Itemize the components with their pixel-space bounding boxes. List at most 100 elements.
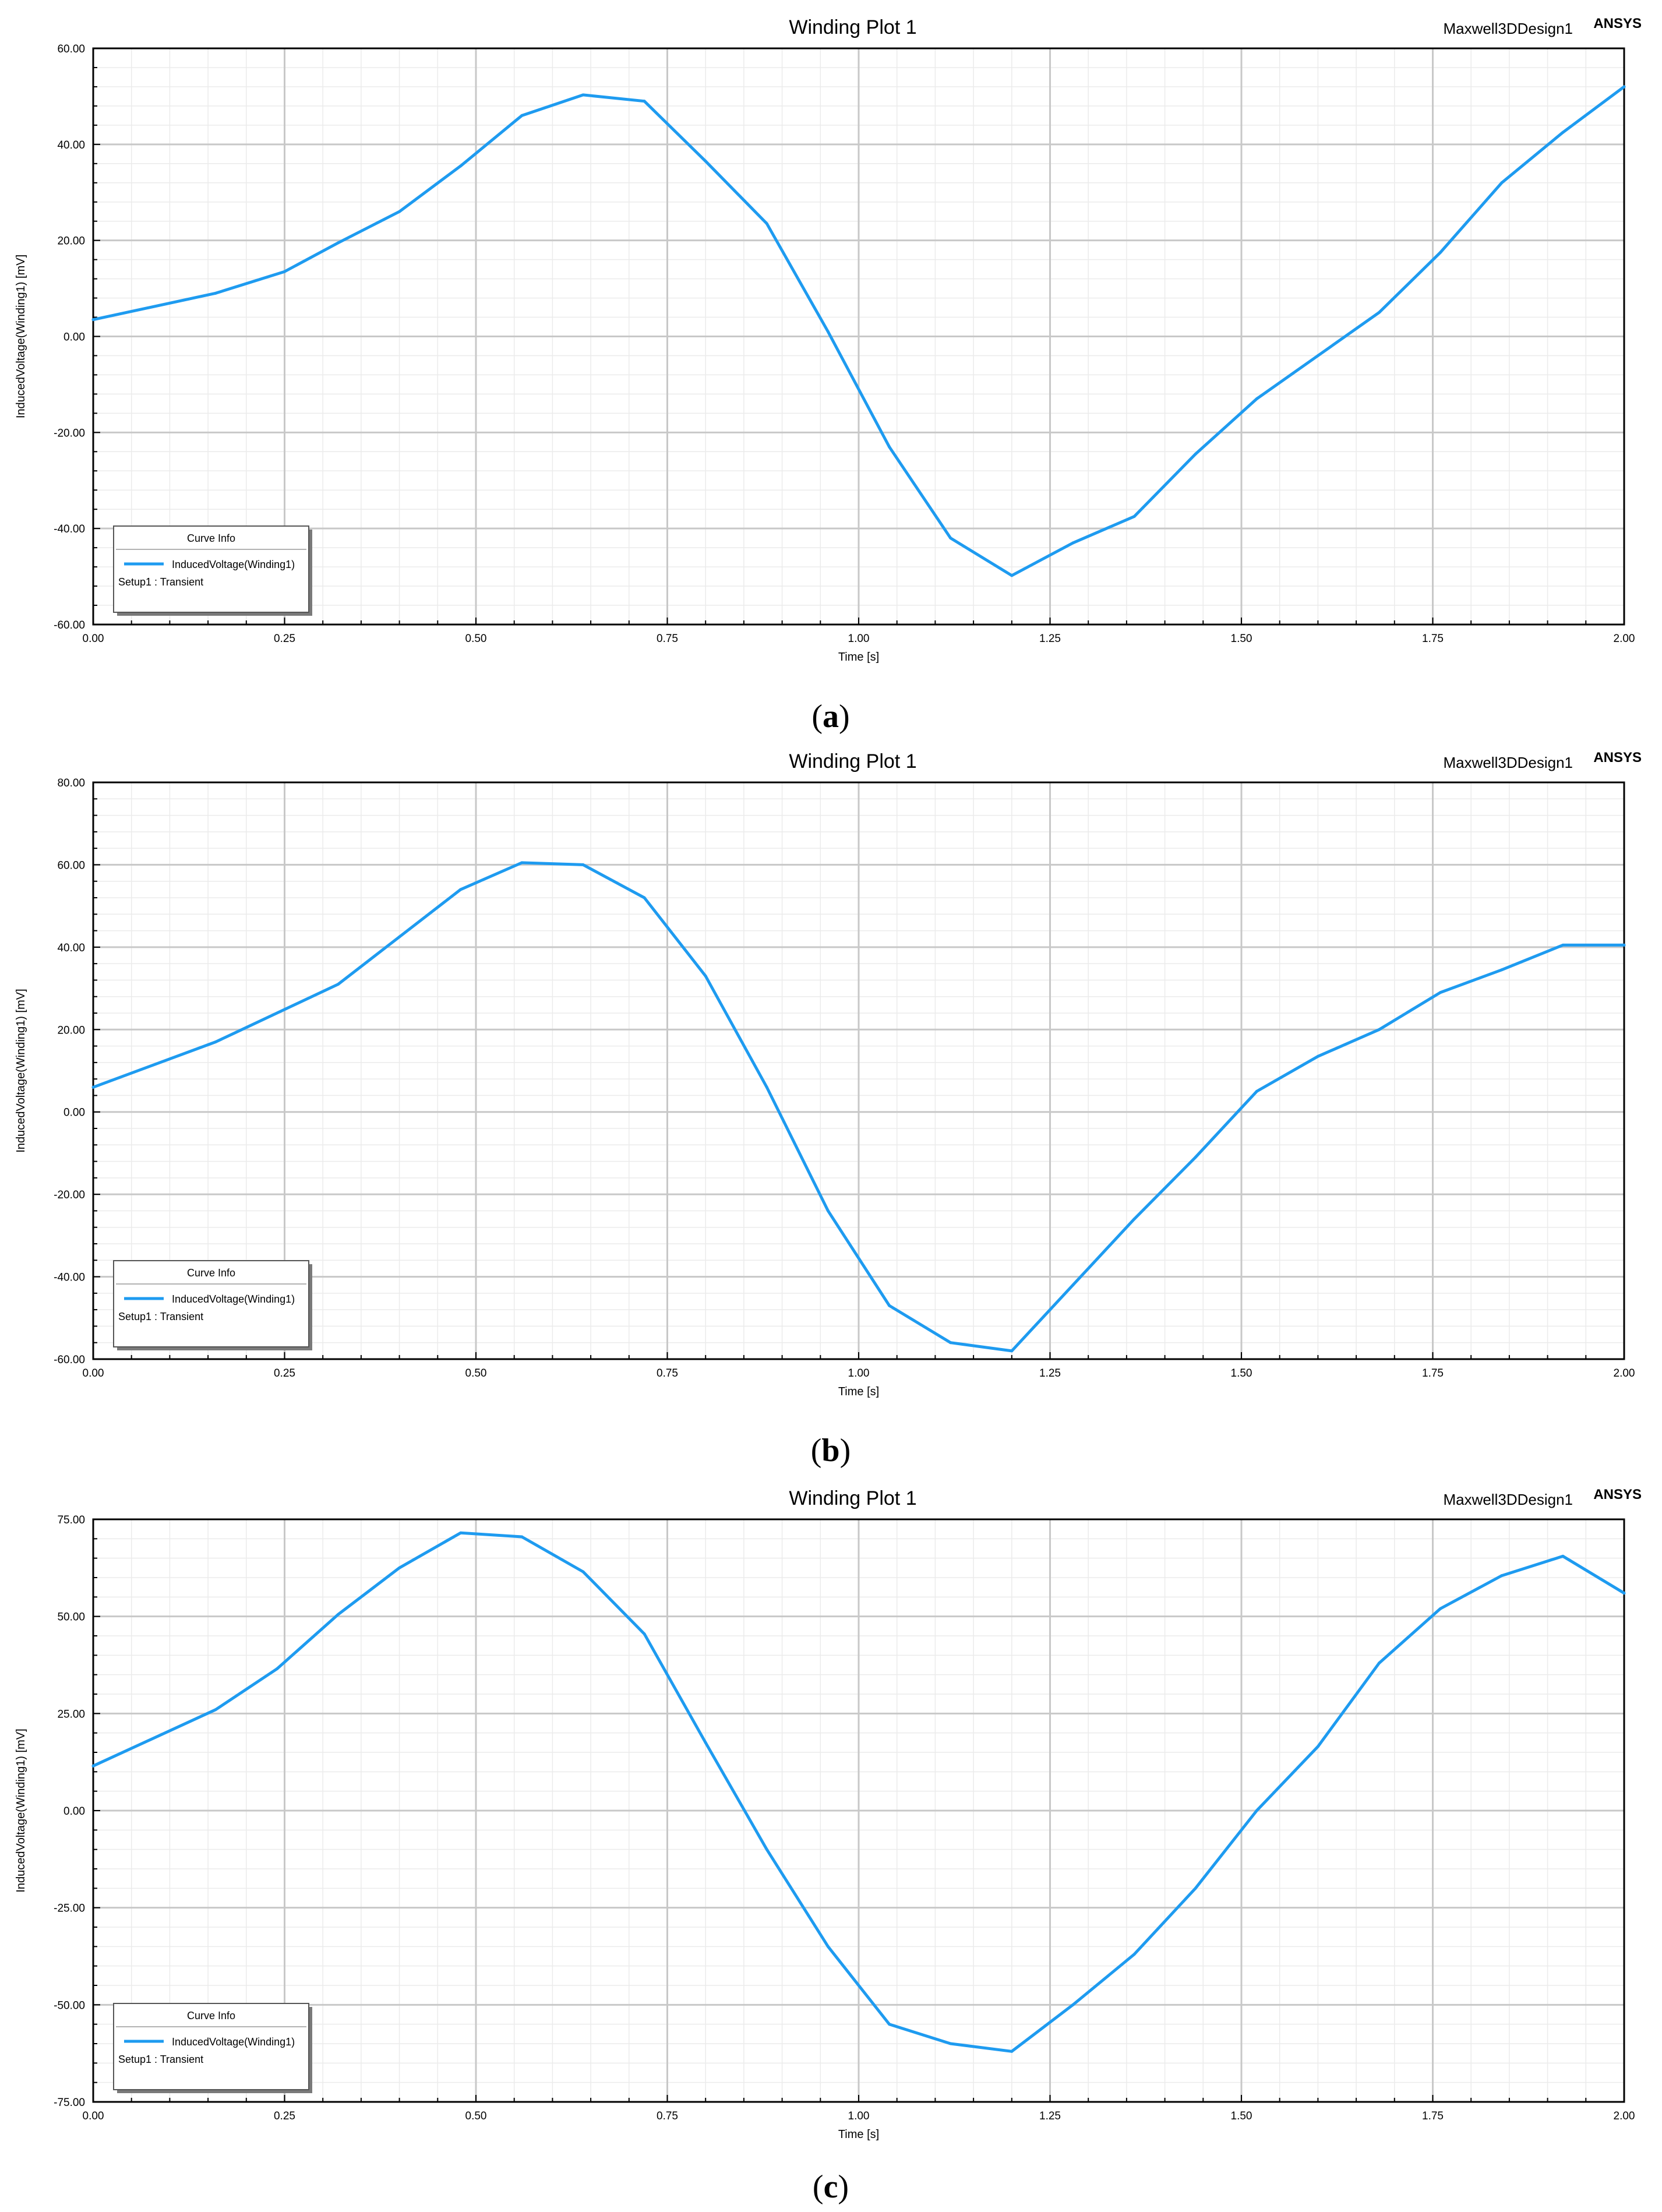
data-point — [214, 1708, 217, 1712]
data-point — [1500, 968, 1504, 972]
y-tick-label: 0.00 — [63, 1107, 85, 1119]
x-tick-label: 1.00 — [848, 2110, 870, 2122]
data-point — [949, 2042, 952, 2045]
data-point — [1255, 397, 1258, 401]
data-point — [459, 164, 463, 168]
data-point — [1316, 354, 1319, 357]
data-point — [91, 1764, 95, 1768]
brand-label: ANSYS — [1593, 750, 1642, 765]
data-point — [1132, 1953, 1136, 1956]
legend-entry: InducedVoltage(Winding1) — [172, 559, 295, 570]
series-points — [91, 85, 1626, 577]
x-tick-label: 1.50 — [1231, 633, 1252, 645]
data-point — [581, 863, 585, 866]
data-point — [275, 1667, 278, 1671]
caption-open: ( — [811, 1433, 822, 1469]
x-tick-label: 0.50 — [465, 633, 487, 645]
x-tick-label: 1.75 — [1422, 633, 1444, 645]
brand-label: ANSYS — [1593, 16, 1642, 31]
tick-marks — [93, 782, 1625, 1360]
chart-title: Winding Plot 1 — [789, 16, 916, 38]
data-point — [1071, 1283, 1075, 1287]
data-point — [765, 222, 768, 225]
data-point — [1255, 1809, 1258, 1812]
data-point — [949, 1341, 952, 1345]
data-point — [336, 1613, 340, 1616]
x-tick-label: 0.75 — [657, 633, 678, 645]
data-point — [888, 1304, 891, 1307]
caption-close: ) — [839, 698, 850, 735]
x-tick-label: 1.25 — [1039, 2110, 1061, 2122]
caption-letter: b — [821, 1433, 839, 1469]
y-tick-label: 60.00 — [57, 859, 85, 872]
data-point — [826, 1209, 830, 1212]
y-tick-label: 60.00 — [57, 43, 85, 55]
data-point — [826, 1945, 830, 1948]
data-point — [1255, 1089, 1258, 1093]
data-point — [581, 1570, 585, 1574]
legend[interactable]: Curve Info InducedVoltage(Winding1) Setup1… — [113, 525, 312, 616]
data-point — [1010, 2049, 1014, 2053]
tick-marks — [93, 48, 1625, 625]
y-tick-label: -40.00 — [54, 523, 85, 535]
data-point — [888, 445, 891, 449]
data-point — [1010, 1349, 1014, 1353]
legend-box — [113, 2003, 309, 2090]
chart-panel-b: 0.00 0.25 0.50 0.75 1.00 1.25 1.50 1.75 2.00 -60.… — [15, 750, 1642, 1469]
x-tick-label: 0.50 — [465, 2110, 487, 2122]
data-point — [704, 160, 707, 163]
data-point — [1622, 943, 1626, 947]
data-point — [1132, 515, 1136, 518]
data-point — [949, 537, 952, 540]
series-line — [91, 861, 1626, 1353]
panel-caption: (c) — [813, 2169, 849, 2205]
data-point — [1439, 1607, 1442, 1610]
x-axis-label: Time [s] — [838, 1385, 879, 1398]
chart-panel-c: 0.00 0.25 0.50 0.75 1.00 1.25 1.50 1.75 2.00 -75.… — [15, 1487, 1642, 2205]
data-point — [459, 888, 463, 891]
data-point — [1194, 452, 1197, 456]
x-tick-label: 0.00 — [83, 2110, 104, 2122]
x-tick-label: 0.25 — [274, 1367, 295, 1380]
y-tick-label: 50.00 — [57, 1611, 85, 1624]
design-name: Maxwell3DDesign1 — [1443, 754, 1573, 771]
x-axis-label: Time [s] — [838, 2128, 879, 2141]
series-points — [91, 1531, 1626, 2053]
data-point — [1378, 311, 1381, 314]
data-point — [1439, 991, 1442, 994]
y-axis-label: InducedVoltage(Winding1) [mV] — [15, 989, 27, 1152]
data-point — [1378, 1028, 1381, 1031]
data-point — [1622, 85, 1626, 89]
y-axis-label: InducedVoltage(Winding1) [mV] — [15, 255, 27, 418]
tick-marks — [93, 1519, 1625, 2102]
data-point — [643, 100, 646, 103]
data-point — [398, 210, 401, 213]
y-tick-label: 40.00 — [57, 942, 85, 954]
data-point — [214, 1040, 217, 1043]
caption-close: ) — [838, 2169, 849, 2205]
grid — [93, 1519, 1624, 2102]
x-tick-label: 0.75 — [657, 2110, 678, 2122]
data-point — [1500, 1574, 1504, 1578]
x-axis-label: Time [s] — [838, 651, 879, 664]
legend-entry: InducedVoltage(Winding1) — [172, 1293, 295, 1305]
data-point — [520, 1535, 524, 1539]
legend-box — [113, 1260, 309, 1347]
design-name: Maxwell3DDesign1 — [1443, 20, 1573, 37]
y-tick-label: -20.00 — [54, 427, 85, 439]
data-point — [1194, 1156, 1197, 1159]
data-point — [1561, 130, 1565, 134]
y-tick-label: 80.00 — [57, 777, 85, 789]
x-tick-label: 1.75 — [1422, 1367, 1444, 1380]
x-tick-label: 2.00 — [1614, 2110, 1635, 2122]
legend[interactable]: Curve Info InducedVoltage(Winding1) Setup1… — [113, 2003, 312, 2093]
x-tick-label: 1.25 — [1039, 1367, 1061, 1380]
design-name: Maxwell3DDesign1 — [1443, 1491, 1573, 1508]
caption-open: ( — [811, 698, 823, 735]
panel-caption: (a) — [811, 698, 849, 735]
data-point — [336, 241, 340, 245]
panel-caption: (b) — [811, 1433, 851, 1469]
data-point — [459, 1531, 463, 1534]
legend[interactable]: Curve Info InducedVoltage(Winding1) Setup1… — [113, 1260, 312, 1350]
